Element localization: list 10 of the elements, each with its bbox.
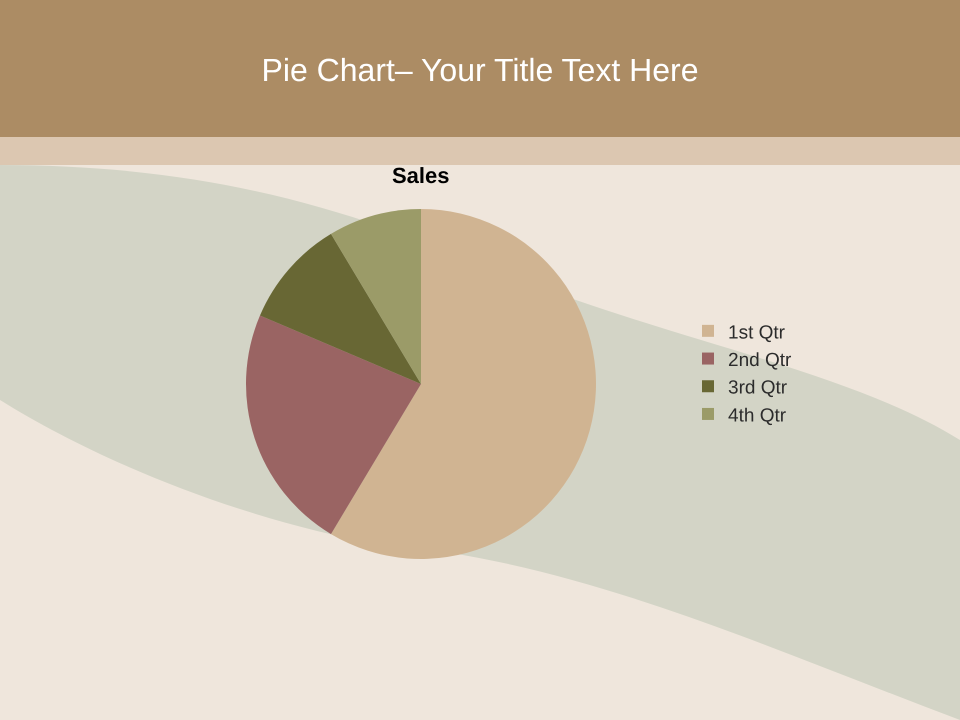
legend-label: 2nd Qtr xyxy=(728,350,792,371)
legend-label: 4th Qtr xyxy=(728,405,787,426)
pie-slice xyxy=(246,316,421,534)
legend-label: 3rd Qtr xyxy=(728,378,788,399)
pie-slice xyxy=(330,209,421,384)
chart-title: Pie Chart– Your Title Text Here xyxy=(262,52,698,88)
chart-subtitle: Sales xyxy=(392,163,450,188)
pie-slice xyxy=(260,234,421,384)
pie-slice xyxy=(330,209,596,559)
legend-label: 1st Qtr xyxy=(728,322,786,344)
